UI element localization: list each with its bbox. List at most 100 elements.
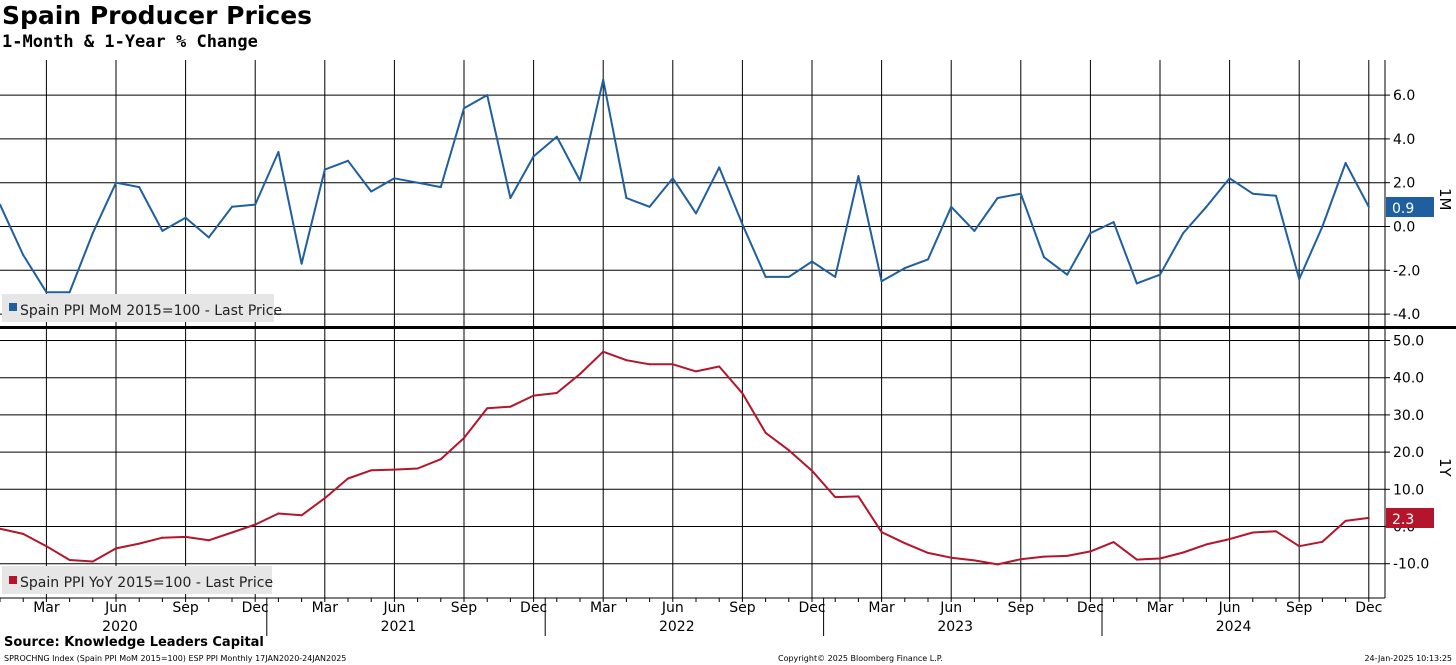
x-month-label: Mar (868, 600, 895, 616)
y-tick-label: 20.0 (1393, 445, 1424, 461)
data-point-mom (648, 205, 651, 208)
x-month-label: Jun (661, 600, 684, 616)
legend-yoy-label: Spain PPI YoY 2015=100 - Last Price (20, 575, 273, 591)
data-point-yoy (1275, 530, 1277, 533)
x-month-label: Mar (1147, 600, 1174, 616)
legend-mom-label: Spain PPI MoM 2015=100 - Last Price (20, 303, 282, 319)
y-tick-label: 30.0 (1393, 408, 1424, 424)
data-point-mom (300, 262, 303, 265)
last-value-yoy: 2.3 (1392, 512, 1414, 528)
data-point-mom (277, 151, 280, 154)
series-line-yoy (0, 350, 1369, 566)
data-point-mom (1182, 232, 1185, 235)
data-point-yoy (1367, 516, 1370, 519)
y-tick-label: 0.0 (1393, 220, 1415, 236)
y-tick-label: 50.0 (1393, 334, 1424, 350)
data-point-yoy (1019, 558, 1022, 561)
data-point-yoy (231, 531, 233, 534)
data-point-yoy (68, 558, 71, 561)
data-point-yoy (1066, 554, 1069, 557)
data-point-yoy (811, 469, 813, 472)
y-tick-label: -10.0 (1393, 557, 1429, 573)
data-point-yoy (393, 468, 396, 471)
data-point-mom (1367, 205, 1370, 208)
x-month-label: Sep (729, 600, 756, 616)
data-point-mom (1205, 205, 1208, 208)
data-point-yoy (1182, 551, 1185, 554)
data-point-mom (555, 135, 558, 138)
data-point-mom (764, 275, 767, 278)
data-point-yoy (950, 556, 953, 559)
x-month-label: Jun (104, 600, 127, 616)
data-point-mom (45, 291, 48, 294)
data-point-mom (486, 94, 489, 97)
data-point-mom (1251, 192, 1254, 195)
x-year-label: 2022 (659, 619, 695, 635)
data-point-mom (231, 205, 233, 208)
data-point-yoy (996, 563, 999, 566)
data-point-mom (0, 203, 1, 206)
data-point-mom (1043, 256, 1045, 259)
x-month-label: Dec (520, 600, 547, 616)
x-month-label: Dec (1355, 600, 1382, 616)
data-point-yoy (115, 547, 117, 550)
data-point-mom (927, 258, 929, 261)
data-point-mom (811, 260, 813, 263)
x-year-label: 2023 (937, 619, 973, 635)
footer-left: SPROCHNG Index (Spain PPI MoM 2015=100) … (4, 654, 347, 663)
data-point-yoy (1043, 555, 1045, 558)
data-point-yoy (347, 477, 349, 480)
y-tick-label: -4.0 (1393, 307, 1420, 323)
data-point-mom (1228, 177, 1231, 180)
data-point-mom (625, 197, 628, 200)
data-point-yoy (555, 391, 558, 394)
y-tick-label: 6.0 (1393, 88, 1415, 104)
data-point-yoy (509, 405, 512, 408)
data-point-mom (254, 203, 257, 206)
data-point-yoy (45, 545, 48, 548)
y-tick-label: 10.0 (1393, 482, 1424, 498)
last-value-mom: 0.9 (1392, 201, 1414, 217)
data-point-yoy (1228, 538, 1231, 541)
footer-timestamp: 24-Jan-2025 10:13:25 (1364, 654, 1452, 663)
data-point-yoy (207, 539, 210, 542)
data-point-yoy (973, 559, 976, 562)
data-point-yoy (579, 372, 581, 375)
data-point-mom (161, 229, 164, 232)
data-point-mom (532, 155, 535, 158)
data-point-yoy (323, 497, 326, 500)
legend-mom-box (2, 294, 274, 322)
data-point-yoy (161, 536, 164, 539)
data-point-mom (1321, 225, 1324, 228)
source-note: Source: Knowledge Leaders Capital (4, 635, 264, 650)
data-point-mom (671, 177, 674, 180)
data-point-yoy (439, 458, 442, 461)
data-point-mom (787, 275, 790, 278)
data-point-yoy (903, 542, 906, 545)
x-month-label: Jun (1218, 600, 1241, 616)
data-point-yoy (138, 542, 141, 545)
data-point-yoy (1205, 543, 1208, 546)
data-point-mom (1066, 273, 1069, 276)
data-point-mom (1112, 221, 1115, 224)
data-point-mom (996, 197, 999, 200)
data-point-mom (68, 291, 71, 294)
data-point-yoy (857, 495, 860, 498)
y-tick-label: 4.0 (1393, 132, 1415, 148)
data-point-yoy (625, 359, 628, 362)
x-month-label: Mar (312, 600, 339, 616)
x-month-label: Mar (590, 600, 617, 616)
legend-yoy-swatch (9, 576, 17, 584)
data-point-mom (880, 280, 883, 283)
data-point-mom (393, 177, 396, 180)
x-month-label: Sep (451, 600, 478, 616)
data-point-mom (91, 232, 94, 235)
data-point-mom (718, 166, 721, 169)
data-point-mom (973, 229, 976, 232)
data-point-yoy (880, 531, 883, 534)
data-point-yoy (300, 514, 303, 517)
data-point-yoy (741, 392, 744, 395)
data-point-mom (509, 197, 512, 200)
data-point-yoy (671, 363, 674, 366)
data-point-mom (1019, 192, 1022, 195)
